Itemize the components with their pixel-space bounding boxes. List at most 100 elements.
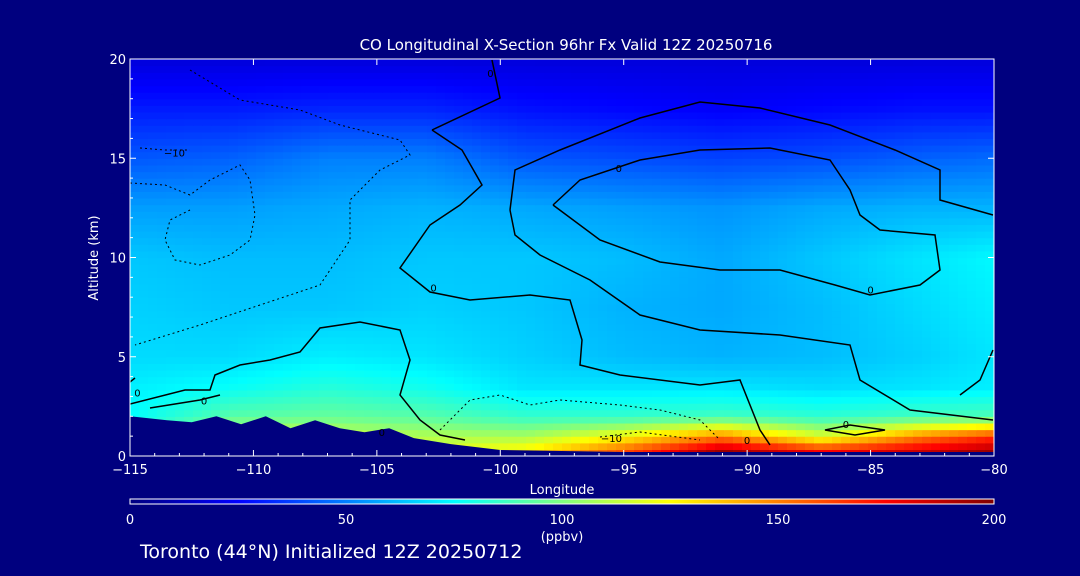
heatmap-cell [778, 270, 788, 278]
heatmap-cell [562, 317, 572, 325]
heatmap-cell [661, 184, 671, 192]
heatmap-cell [643, 145, 653, 153]
heatmap-cell [175, 145, 185, 153]
heatmap-cell [661, 250, 671, 259]
heatmap-cell [832, 138, 842, 146]
heatmap-cell [886, 389, 896, 398]
heatmap-cell [625, 356, 635, 364]
heatmap-cell [904, 416, 914, 424]
heatmap-cell [445, 317, 455, 325]
heatmap-cell [283, 389, 293, 398]
heatmap-cell [265, 191, 275, 199]
heatmap-cell [769, 277, 779, 285]
heatmap-cell [571, 231, 581, 239]
heatmap-cell [985, 224, 994, 232]
heatmap-cell [553, 131, 563, 139]
heatmap-cell [814, 416, 824, 424]
heatmap-cell [733, 158, 743, 166]
heatmap-cell [823, 151, 833, 159]
heatmap-cell [688, 171, 698, 179]
heatmap-cell [706, 317, 716, 325]
heatmap-cell [562, 118, 572, 126]
heatmap-cell [238, 125, 248, 133]
heatmap-cell [247, 131, 257, 139]
heatmap-cell [724, 383, 734, 391]
heatmap-cell [373, 283, 383, 292]
heatmap-cell [364, 257, 374, 265]
heatmap-cell [463, 363, 473, 371]
heatmap-cell [580, 164, 590, 173]
heatmap-cell [319, 389, 329, 398]
heatmap-cell [724, 429, 734, 437]
heatmap-cell [355, 237, 365, 245]
heatmap-cell [157, 151, 167, 159]
heatmap-cell [967, 343, 977, 351]
heatmap-cell [400, 310, 410, 318]
heatmap-cell [220, 277, 230, 285]
heatmap-cell [751, 403, 761, 411]
heatmap-cell [841, 264, 851, 272]
heatmap-cell [868, 277, 878, 285]
heatmap-cell [445, 389, 455, 398]
heatmap-cell [724, 237, 734, 245]
heatmap-cell [634, 330, 644, 338]
heatmap-cell [256, 131, 266, 139]
heatmap-cell [985, 303, 994, 312]
heatmap-cell [715, 277, 725, 285]
heatmap-cell [931, 436, 941, 444]
heatmap-cell [409, 429, 419, 437]
heatmap-cell [940, 138, 950, 146]
heatmap-cell [544, 310, 554, 318]
heatmap-cell [436, 303, 446, 312]
heatmap-cell [202, 369, 212, 378]
heatmap-cell [697, 363, 707, 371]
heatmap-cell [418, 389, 428, 398]
heatmap-cell [193, 145, 203, 153]
heatmap-cell [706, 145, 716, 153]
heatmap-cell [472, 376, 482, 384]
heatmap-cell [859, 317, 869, 325]
heatmap-cell [310, 197, 320, 206]
heatmap-cell [814, 264, 824, 272]
heatmap-cell [391, 264, 401, 272]
heatmap-cell [355, 317, 365, 325]
heatmap-cell [256, 158, 266, 166]
heatmap-cell [985, 403, 994, 411]
heatmap-cell [130, 290, 140, 298]
heatmap-cell [265, 184, 275, 192]
heatmap-cell [463, 283, 473, 292]
heatmap-cell [157, 145, 167, 153]
heatmap-cell [967, 178, 977, 186]
heatmap-cell [292, 396, 302, 404]
heatmap-cell [274, 151, 284, 159]
heatmap-cell [787, 369, 797, 378]
heatmap-cell [139, 237, 149, 245]
heatmap-cell [823, 403, 833, 411]
heatmap-cell [859, 356, 869, 364]
heatmap-cell [418, 343, 428, 351]
heatmap-cell [274, 336, 284, 345]
heatmap-cell [175, 217, 185, 226]
heatmap-cell [940, 416, 950, 424]
heatmap-cell [598, 290, 608, 298]
heatmap-cell [625, 343, 635, 351]
heatmap-cell [616, 111, 626, 120]
heatmap-cell [265, 376, 275, 384]
heatmap-cell [580, 111, 590, 120]
heatmap-cell [454, 158, 464, 166]
heatmap-cell [436, 429, 446, 437]
heatmap-cell [661, 217, 671, 226]
heatmap-cell [688, 330, 698, 338]
heatmap-cell [238, 111, 248, 120]
heatmap-cell [139, 270, 149, 278]
heatmap-cell [436, 336, 446, 345]
heatmap-cell [283, 197, 293, 206]
heatmap-cell [562, 237, 572, 245]
heatmap-cell [796, 224, 806, 232]
heatmap-cell [571, 118, 581, 126]
heatmap-cell [589, 277, 599, 285]
heatmap-cell [373, 250, 383, 259]
heatmap-cell [877, 178, 887, 186]
heatmap-cell [454, 118, 464, 126]
heatmap-cell [211, 178, 221, 186]
